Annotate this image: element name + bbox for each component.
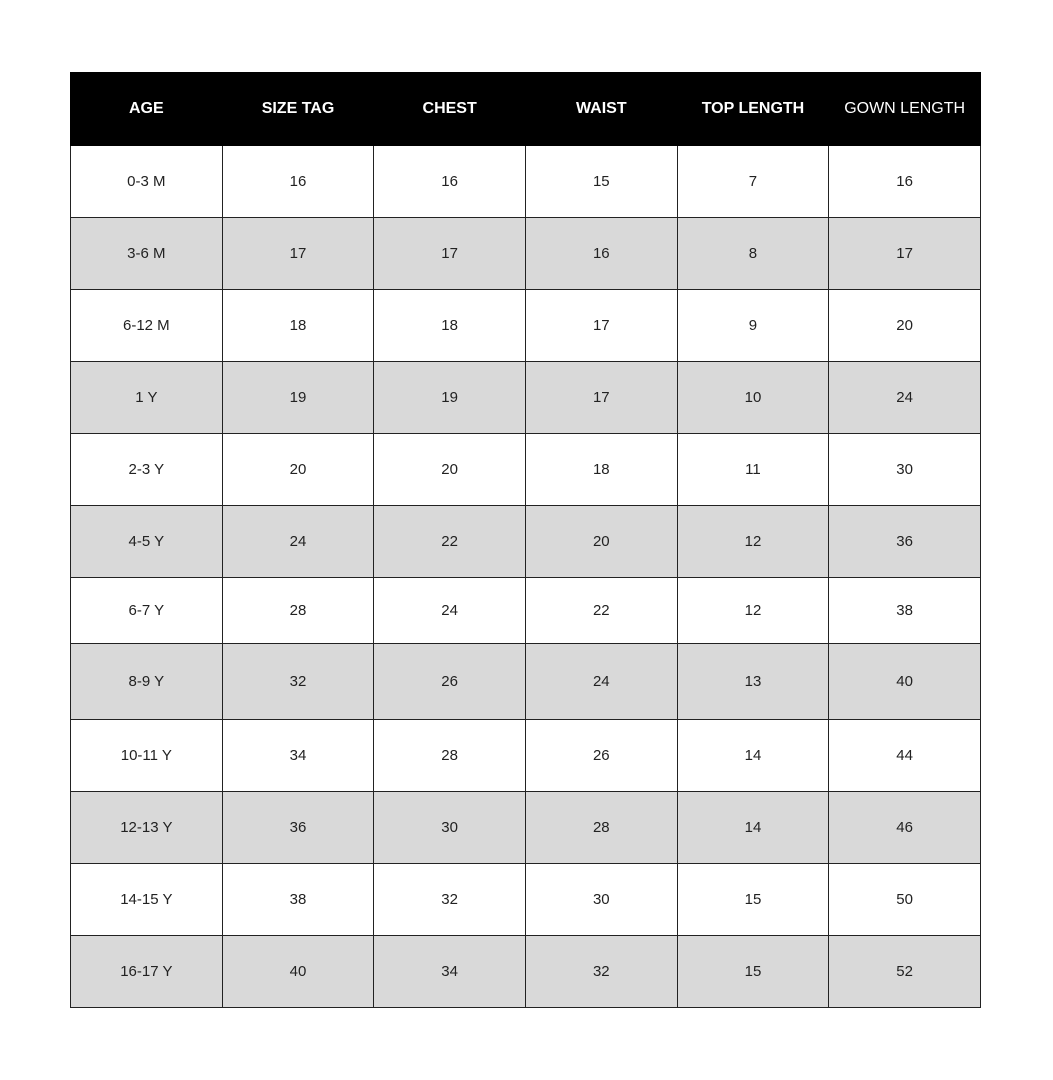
table-cell: 18	[373, 289, 526, 362]
table-cell: 20	[828, 289, 981, 362]
table-row: 6-7 Y 28 24 22 12 38	[70, 577, 981, 644]
table-cell: 8	[676, 217, 830, 290]
table-cell: 24	[221, 505, 375, 578]
table-cell: 18	[524, 433, 678, 506]
table-cell: 13	[676, 643, 830, 720]
table-cell: 17	[524, 361, 678, 434]
table-cell: 32	[221, 643, 375, 720]
table-cell: 30	[524, 863, 678, 936]
table-cell: 0-3 M	[70, 145, 223, 218]
table-cell: 24	[373, 577, 526, 644]
column-header: SIZE TAG	[221, 72, 375, 146]
table-cell: 22	[524, 577, 678, 644]
table-cell: 10-11 Y	[70, 719, 223, 792]
table-cell: 17	[373, 217, 526, 290]
table-cell: 6-12 M	[70, 289, 223, 362]
table-cell: 16	[373, 145, 526, 218]
table-cell: 18	[221, 289, 375, 362]
table-cell: 8-9 Y	[70, 643, 223, 720]
table-cell: 26	[524, 719, 678, 792]
table-cell: 20	[221, 433, 375, 506]
table-cell: 28	[373, 719, 526, 792]
table-cell: 30	[373, 791, 526, 864]
table-cell: 32	[373, 863, 526, 936]
table-cell: 17	[828, 217, 981, 290]
table-cell: 38	[221, 863, 375, 936]
table-cell: 19	[221, 361, 375, 434]
header-row: AGE SIZE TAG CHEST WAIST TOP LENGTH GOWN LENG…	[70, 72, 981, 146]
table-row: 3-6 M 17 17 16 8 17	[70, 217, 981, 290]
table-cell: 34	[221, 719, 375, 792]
size-chart-table: AGE SIZE TAG CHEST WAIST TOP LENGTH GOWN LENG…	[70, 72, 981, 1008]
table-row: 6-12 M 18 18 17 9 20	[70, 289, 981, 362]
column-header: CHEST	[373, 72, 526, 146]
table-cell: 28	[221, 577, 375, 644]
table-cell: 24	[828, 361, 981, 434]
table-cell: 16-17 Y	[70, 935, 223, 1008]
table-cell: 40	[828, 643, 981, 720]
table-cell: 14-15 Y	[70, 863, 223, 936]
table-cell: 3-6 M	[70, 217, 223, 290]
table-cell: 11	[676, 433, 830, 506]
table-cell: 16	[828, 145, 981, 218]
column-header: TOP LENGTH	[676, 72, 830, 146]
table-cell: 36	[221, 791, 375, 864]
table-cell: 36	[828, 505, 981, 578]
column-header: AGE	[70, 72, 223, 146]
table-cell: 19	[373, 361, 526, 434]
table-row: 14-15 Y 38 32 30 15 50	[70, 863, 981, 936]
table-cell: 17	[221, 217, 375, 290]
table-cell: 6-7 Y	[70, 577, 223, 644]
table-cell: 46	[828, 791, 981, 864]
table-cell: 12	[676, 577, 830, 644]
table-cell: 30	[828, 433, 981, 506]
table-cell: 15	[676, 935, 830, 1008]
table-cell: 9	[676, 289, 830, 362]
table-cell: 12-13 Y	[70, 791, 223, 864]
column-header: GOWN LENGTH	[828, 72, 981, 146]
table-cell: 34	[373, 935, 526, 1008]
column-header: WAIST	[524, 72, 678, 146]
table-cell: 15	[676, 863, 830, 936]
table-cell: 20	[373, 433, 526, 506]
table-cell: 26	[373, 643, 526, 720]
table-cell: 52	[828, 935, 981, 1008]
table-row: 4-5 Y 24 22 20 12 36	[70, 505, 981, 578]
table-cell: 4-5 Y	[70, 505, 223, 578]
table-cell: 24	[524, 643, 678, 720]
table-row: 2-3 Y 20 20 18 11 30	[70, 433, 981, 506]
table-cell: 16	[221, 145, 375, 218]
table-cell: 17	[524, 289, 678, 362]
table-row: 16-17 Y 40 34 32 15 52	[70, 935, 981, 1008]
table-cell: 32	[524, 935, 678, 1008]
table-row: 12-13 Y 36 30 28 14 46	[70, 791, 981, 864]
table-cell: 44	[828, 719, 981, 792]
table-cell: 7	[676, 145, 830, 218]
table-row: 10-11 Y 34 28 26 14 44	[70, 719, 981, 792]
table-cell: 2-3 Y	[70, 433, 223, 506]
table-row: 0-3 M 16 16 15 7 16	[70, 145, 981, 218]
table-cell: 50	[828, 863, 981, 936]
table-cell: 40	[221, 935, 375, 1008]
table-row: 1 Y 19 19 17 10 24	[70, 361, 981, 434]
table-cell: 38	[828, 577, 981, 644]
table-cell: 14	[676, 719, 830, 792]
table-cell: 20	[524, 505, 678, 578]
table-cell: 14	[676, 791, 830, 864]
table-cell: 28	[524, 791, 678, 864]
table-cell: 15	[524, 145, 678, 218]
table-cell: 1 Y	[70, 361, 223, 434]
table-cell: 16	[524, 217, 678, 290]
table-row: 8-9 Y 32 26 24 13 40	[70, 643, 981, 720]
table-cell: 22	[373, 505, 526, 578]
table-cell: 10	[676, 361, 830, 434]
table-cell: 12	[676, 505, 830, 578]
